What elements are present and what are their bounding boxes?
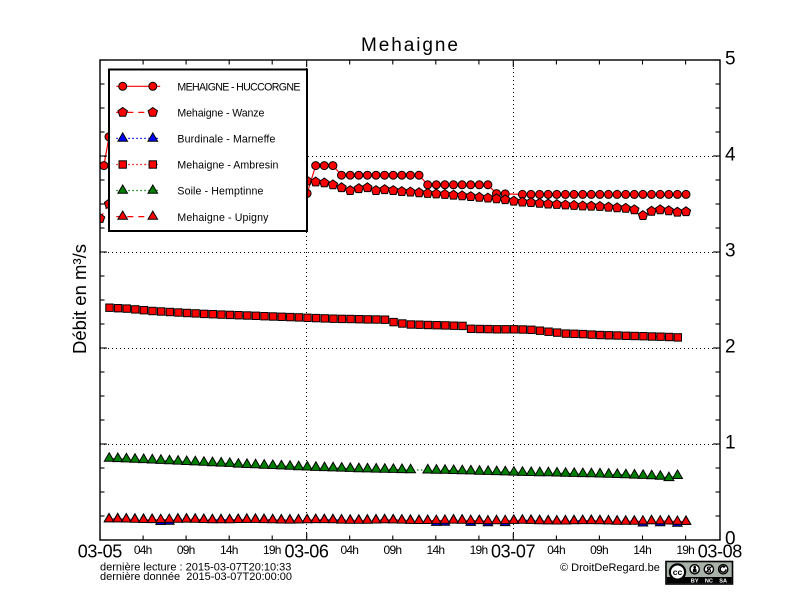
- svg-text:19h: 19h: [676, 543, 695, 557]
- svg-text:Mehaigne - Ambresin: Mehaigne - Ambresin: [177, 160, 278, 172]
- svg-text:Mehaigne: Mehaigne: [361, 35, 458, 56]
- svg-text:dernière donnée 2015-03-07T20: dernière donnée 2015-03-07T20:00:00: [100, 571, 292, 583]
- svg-text:3: 3: [725, 241, 736, 262]
- svg-text:04h: 04h: [340, 543, 359, 557]
- svg-text:03-07: 03-07: [491, 542, 536, 562]
- svg-text:Soile - Hemptinne: Soile - Hemptinne: [177, 186, 263, 198]
- svg-text:09h: 09h: [177, 543, 196, 557]
- svg-text:0: 0: [725, 529, 736, 550]
- svg-text:Mehaigne - Wanze: Mehaigne - Wanze: [177, 108, 264, 120]
- svg-text:SA: SA: [719, 579, 727, 585]
- svg-text:BY: BY: [691, 579, 699, 585]
- svg-text:NC: NC: [705, 579, 713, 585]
- svg-text:Burdinale - Marneffe: Burdinale - Marneffe: [177, 134, 275, 146]
- svg-text:03-05: 03-05: [78, 542, 123, 562]
- svg-text:MEHAIGNE - HUCCORGNE: MEHAIGNE - HUCCORGNE: [177, 82, 300, 94]
- svg-text:2: 2: [725, 337, 736, 358]
- svg-text:14h: 14h: [633, 543, 652, 557]
- svg-text:19h: 19h: [470, 543, 489, 557]
- svg-text:14h: 14h: [220, 543, 239, 557]
- svg-text:Débit en m³/s: Débit en m³/s: [69, 244, 90, 354]
- svg-text:4: 4: [725, 145, 736, 166]
- svg-text:14h: 14h: [427, 543, 446, 557]
- svg-text:03-06: 03-06: [284, 542, 329, 562]
- svg-text:dernière lecture : 2015-03-07T: dernière lecture : 2015-03-07T20:10:33: [100, 562, 291, 574]
- svg-text:© DroitDeRegard.be: © DroitDeRegard.be: [560, 562, 660, 574]
- svg-text:1: 1: [725, 433, 736, 454]
- svg-text:09h: 09h: [590, 543, 609, 557]
- svg-text:Mehaigne - Upigny: Mehaigne - Upigny: [177, 212, 269, 224]
- svg-text:09h: 09h: [384, 543, 403, 557]
- svg-text:19h: 19h: [263, 543, 282, 557]
- svg-text:04h: 04h: [134, 543, 153, 557]
- svg-text:03-08: 03-08: [698, 542, 743, 562]
- svg-text:5: 5: [725, 49, 736, 70]
- svg-text:04h: 04h: [547, 543, 566, 557]
- svg-text:cc: cc: [673, 567, 683, 577]
